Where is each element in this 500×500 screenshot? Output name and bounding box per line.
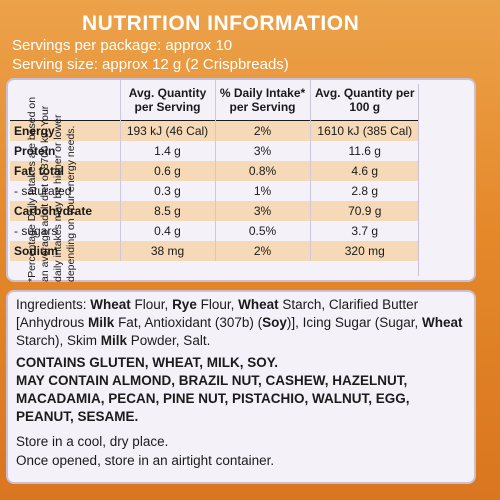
row-daily-intake: 3% [214, 201, 310, 221]
ingredient-text: Powder, Salt. [127, 333, 211, 348]
table-row: Protein 1.4 g 3% 11.6 g [10, 141, 419, 161]
table-row: Carbohydrate 8.5 g 3% 70.9 g [10, 201, 419, 221]
row-label: Energy [10, 120, 120, 141]
table-row: - saturated 0.3 g 1% 2.8 g [10, 181, 419, 201]
row-label: Protein [14, 144, 56, 158]
allergen-word: Wheat [421, 315, 463, 330]
row-per-100g: 4.6 g [309, 161, 419, 181]
row-per-100g: 1610 kJ (385 Cal) [309, 120, 419, 141]
row-label: Sodium [10, 241, 120, 261]
table-row: - sugars 0.4 g 0.5% 3.7 g [10, 221, 419, 241]
serving-size: Serving size: approx 12 g (2 Crispbreads… [12, 56, 289, 73]
ingredient-text: Starch, Clarified Butter [Anhydrous [16, 297, 419, 330]
row-serving: 193 kJ (46 Cal) [119, 120, 215, 141]
allergen-word: Wheat [238, 297, 279, 312]
row-serving: 38 mg [119, 241, 215, 261]
row-per-100g: 11.6 g [309, 141, 419, 161]
allergen-word: Milk [88, 315, 115, 330]
footnote-box [420, 88, 472, 276]
table-row: Energy 193 kJ (46 Cal) 2% 1610 kJ (385 C… [10, 120, 419, 141]
row-daily-intake: 3% [214, 141, 310, 161]
ingredients-block: Ingredients: Wheat Flour, Rye Flour, Whe… [16, 296, 471, 470]
allergen-word: Wheat [90, 297, 131, 312]
allergen-word: Milk [100, 333, 128, 348]
nutrition-table: Avg. Quantity per Serving % Daily Intake… [10, 80, 419, 261]
row-daily-intake: 0.5% [214, 221, 310, 241]
nutrition-title: NUTRITION INFORMATION [82, 12, 360, 35]
ingredients-panel [6, 290, 476, 484]
ingredient-text: Fat, Antioxidant (307b) ( [114, 315, 263, 330]
storage-instructions: Store in a cool, dry place. Once opened,… [16, 432, 471, 470]
row-per-100g: 2.8 g [309, 181, 419, 201]
daily-intake-footnote: *Percentage Daily Intakes are based on a… [26, 96, 77, 282]
storage-line-2: Once opened, store in an airtight contai… [16, 453, 275, 468]
table-row: Sodium 38 mg 2% 320 mg [10, 241, 419, 261]
row-label: - sugars [14, 224, 58, 238]
row-serving: 1.4 g [119, 141, 215, 161]
ingredient-text: Starch), Skim [16, 333, 101, 348]
row-daily-intake: 1% [214, 181, 310, 201]
row-daily-intake: 2% [214, 120, 310, 141]
row-per-100g: 70.9 g [309, 201, 419, 221]
row-serving: 0.6 g [119, 161, 215, 181]
ingredients-list: Ingredients: Wheat Flour, Rye Flour, Whe… [16, 296, 471, 350]
allergen-word: Soy [262, 315, 287, 330]
storage-line-1: Store in a cool, dry place. [16, 434, 169, 449]
ingredients-text: Wheat Flour, Rye Flour, Wheat Starch, Cl… [16, 297, 462, 348]
row-label: Carbohydrate [10, 201, 120, 221]
row-label: - saturated [14, 184, 72, 198]
header-per-serving: Avg. Quantity per Serving [119, 80, 215, 121]
row-serving: 0.3 g [119, 181, 215, 201]
row-serving: 0.4 g [119, 221, 215, 241]
servings-per-package: Servings per package: approx 10 [12, 37, 233, 54]
nutrition-header-row: Avg. Quantity per Serving % Daily Intake… [10, 80, 419, 121]
row-per-100g: 3.7 g [309, 221, 419, 241]
ingredients-lead: Ingredients: [16, 297, 91, 312]
footnote-divider [418, 84, 419, 276]
ingredient-text: Flour, [196, 297, 239, 312]
row-daily-intake: 2% [214, 241, 310, 261]
row-daily-intake: 0.8% [214, 161, 310, 181]
row-serving: 8.5 g [119, 201, 215, 221]
row-label: Fat, total [10, 161, 120, 181]
header-per-100g: Avg. Quantity per 100 g [309, 80, 419, 121]
contains-statement: CONTAINS GLUTEN, WHEAT, MILK, SOY. [16, 355, 278, 370]
may-contain-statement: MAY CONTAIN ALMOND, BRAZIL NUT, CASHEW, … [16, 373, 410, 424]
header-daily-intake: % Daily Intake* per Serving [214, 80, 310, 121]
table-row: Fat, total 0.6 g 0.8% 4.6 g [10, 161, 419, 181]
row-per-100g: 320 mg [309, 241, 419, 261]
ingredient-text: )], Icing Sugar (Sugar, [286, 315, 422, 330]
ingredient-text: Flour, [130, 297, 173, 312]
allergen-word: Rye [172, 297, 197, 312]
